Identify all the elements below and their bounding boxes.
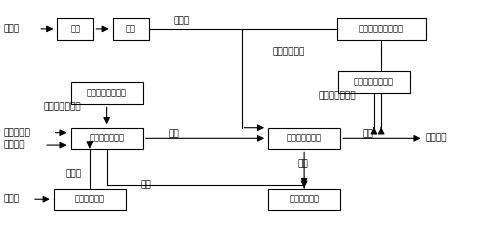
Text: 烟道气: 烟道气 [3,24,19,33]
Text: 石灰乳: 石灰乳 [66,169,82,178]
Bar [113,18,149,40]
Text: 烟道气: 烟道气 [173,17,189,25]
Text: 一级反应澄清桶: 一级反应澄清桶 [89,134,124,143]
Text: 泥浆: 泥浆 [141,180,151,190]
Text: 二级絮凝剂配制算: 二级絮凝剂配制算 [354,77,394,86]
Text: 清液: 清液 [168,130,179,139]
Bar [338,71,410,93]
Bar [268,128,340,149]
Bar [71,128,143,149]
Text: 泥浆: 泥浆 [298,159,309,168]
Text: 碳酸钓悬浮液配制算: 碳酸钓悬浮液配制算 [359,24,404,33]
Text: 泥浆处理系统: 泥浆处理系统 [289,195,319,204]
Text: 碳酸钓悬浮液: 碳酸钓悬浮液 [273,47,305,56]
Bar [71,82,143,104]
Text: 精制卤水: 精制卤水 [426,134,447,143]
Text: 制盐母液: 制盐母液 [3,141,25,150]
Text: 压缩: 压缩 [126,24,136,33]
Bar [57,18,93,40]
Text: 石膏型卤水: 石膏型卤水 [3,128,30,137]
Text: 生石灰: 生石灰 [3,195,19,204]
Text: 二级絮凝剂溶液: 二级絮凝剂溶液 [319,91,356,100]
Bar [268,188,340,210]
Bar [337,18,426,40]
Text: 清液: 清液 [363,130,374,139]
Text: 二级反应澄清桶: 二级反应澄清桶 [286,134,322,143]
Text: 洗涤: 洗涤 [71,24,80,33]
Bar [54,188,126,210]
Text: 石灰乳配制算: 石灰乳配制算 [75,195,105,204]
Text: 一级絮凝剂溶液: 一级絮凝剂溶液 [43,102,81,111]
Text: 一级絮凝剂配制算: 一级絮凝剂配制算 [86,89,127,98]
